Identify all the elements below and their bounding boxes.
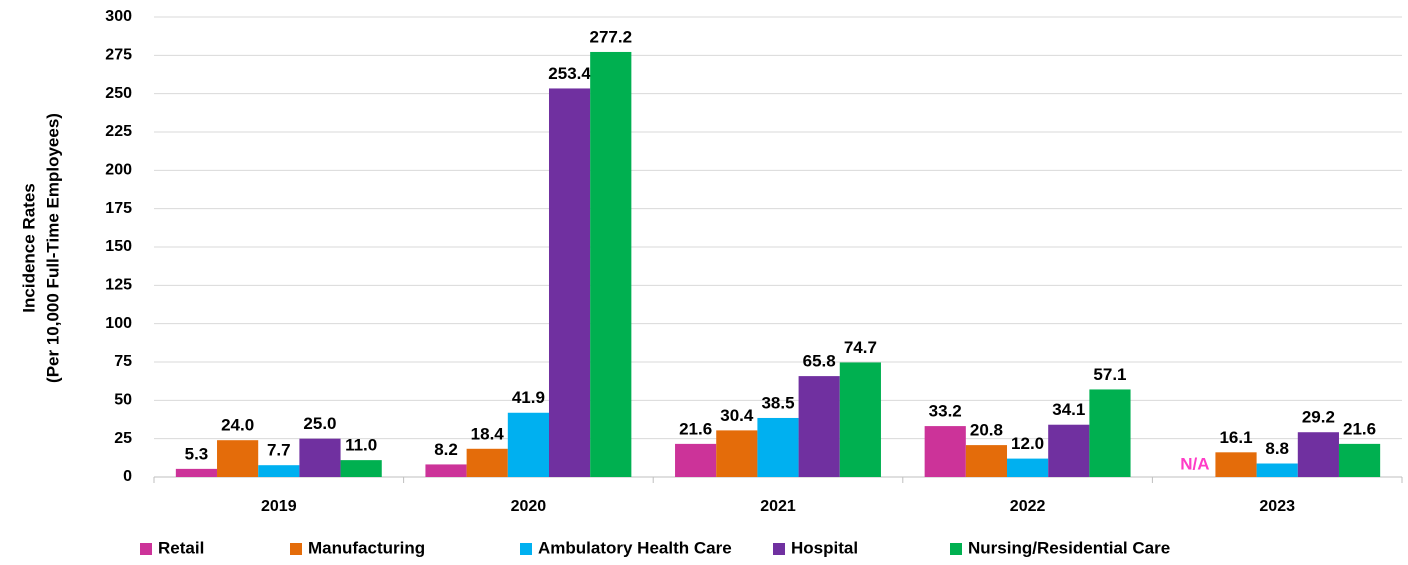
data-label: 20.8: [970, 421, 1003, 440]
data-label: 11.0: [345, 436, 377, 455]
legend-label: Retail: [158, 538, 204, 557]
bar: [590, 51, 632, 478]
y-tick-label: 50: [114, 392, 132, 409]
legend-swatch: [773, 543, 785, 555]
y-tick-label: 175: [105, 200, 132, 217]
data-label: 57.1: [1093, 365, 1126, 384]
bar: [924, 426, 966, 477]
data-label: 38.5: [761, 393, 794, 412]
x-tick-label: 2021: [760, 498, 796, 515]
bar: [716, 430, 758, 477]
bar: [175, 468, 218, 477]
data-label: 18.4: [471, 424, 505, 443]
bar: [1048, 424, 1090, 477]
data-label: 8.8: [1265, 439, 1289, 458]
data-label: 8.2: [434, 440, 458, 459]
y-tick-label: 225: [105, 123, 132, 140]
data-label: 65.8: [803, 352, 836, 371]
data-label: 21.6: [1343, 419, 1376, 438]
legend-label: Nursing/Residential Care: [968, 538, 1170, 557]
data-label: 12.0: [1011, 434, 1044, 453]
bar: [425, 464, 467, 477]
legend-label: Ambulatory Health Care: [538, 538, 732, 557]
bar: [757, 417, 799, 477]
bar: [299, 438, 341, 477]
bar: [798, 376, 840, 477]
bar: [507, 412, 549, 477]
y-tick-label: 200: [105, 162, 132, 179]
bar: [839, 362, 881, 477]
data-label: 253.4: [548, 64, 591, 83]
y-tick-label: 250: [105, 85, 132, 102]
legend-swatch: [950, 543, 962, 555]
bar: [1297, 432, 1339, 477]
legend-label: Manufacturing: [308, 538, 425, 557]
y-axis-title: (Per 10,000 Full-Time Employees): [43, 113, 62, 383]
data-label: 29.2: [1302, 408, 1335, 427]
y-tick-label: 125: [105, 277, 132, 294]
bar: [340, 460, 382, 477]
x-tick-label: 2022: [1010, 498, 1046, 515]
data-label: 16.1: [1219, 428, 1252, 447]
bar: [1089, 389, 1131, 477]
data-label: 74.7: [844, 338, 877, 357]
bar: [965, 445, 1008, 477]
x-tick-label: 2023: [1259, 498, 1295, 515]
bar: [1215, 452, 1257, 477]
bar: [466, 448, 508, 477]
data-label: 34.1: [1052, 400, 1085, 419]
y-tick-label: 100: [105, 315, 132, 332]
x-tick-label: 2019: [261, 498, 297, 515]
data-label: 25.0: [303, 414, 336, 433]
legend-swatch: [520, 543, 532, 555]
data-label: 277.2: [589, 27, 632, 46]
legend-swatch: [140, 543, 152, 555]
y-axis-title: Incidence Rates: [19, 183, 38, 312]
y-tick-label: 275: [105, 47, 132, 64]
data-label: 30.4: [720, 406, 754, 425]
legend-swatch: [290, 543, 302, 555]
data-label: 5.3: [185, 444, 209, 463]
y-tick-label: 25: [114, 430, 132, 447]
y-tick-label: 0: [123, 468, 132, 485]
x-tick-label: 2020: [511, 498, 547, 515]
bar: [217, 440, 259, 477]
y-tick-label: 300: [105, 8, 132, 25]
data-label: 24.0: [221, 416, 254, 435]
bar: [1256, 463, 1298, 477]
data-label: 33.2: [929, 402, 962, 421]
data-label: 41.9: [512, 388, 545, 407]
bar: [675, 443, 717, 477]
y-tick-label: 150: [105, 238, 132, 255]
bar: [548, 88, 591, 477]
bar: [1007, 458, 1049, 477]
data-label: 21.6: [679, 419, 712, 438]
bar: [258, 465, 300, 477]
data-label: 7.7: [267, 441, 291, 460]
y-tick-label: 75: [114, 353, 132, 370]
data-label: N/A: [1180, 454, 1209, 473]
legend-label: Hospital: [791, 538, 858, 557]
bar: [1338, 443, 1381, 477]
